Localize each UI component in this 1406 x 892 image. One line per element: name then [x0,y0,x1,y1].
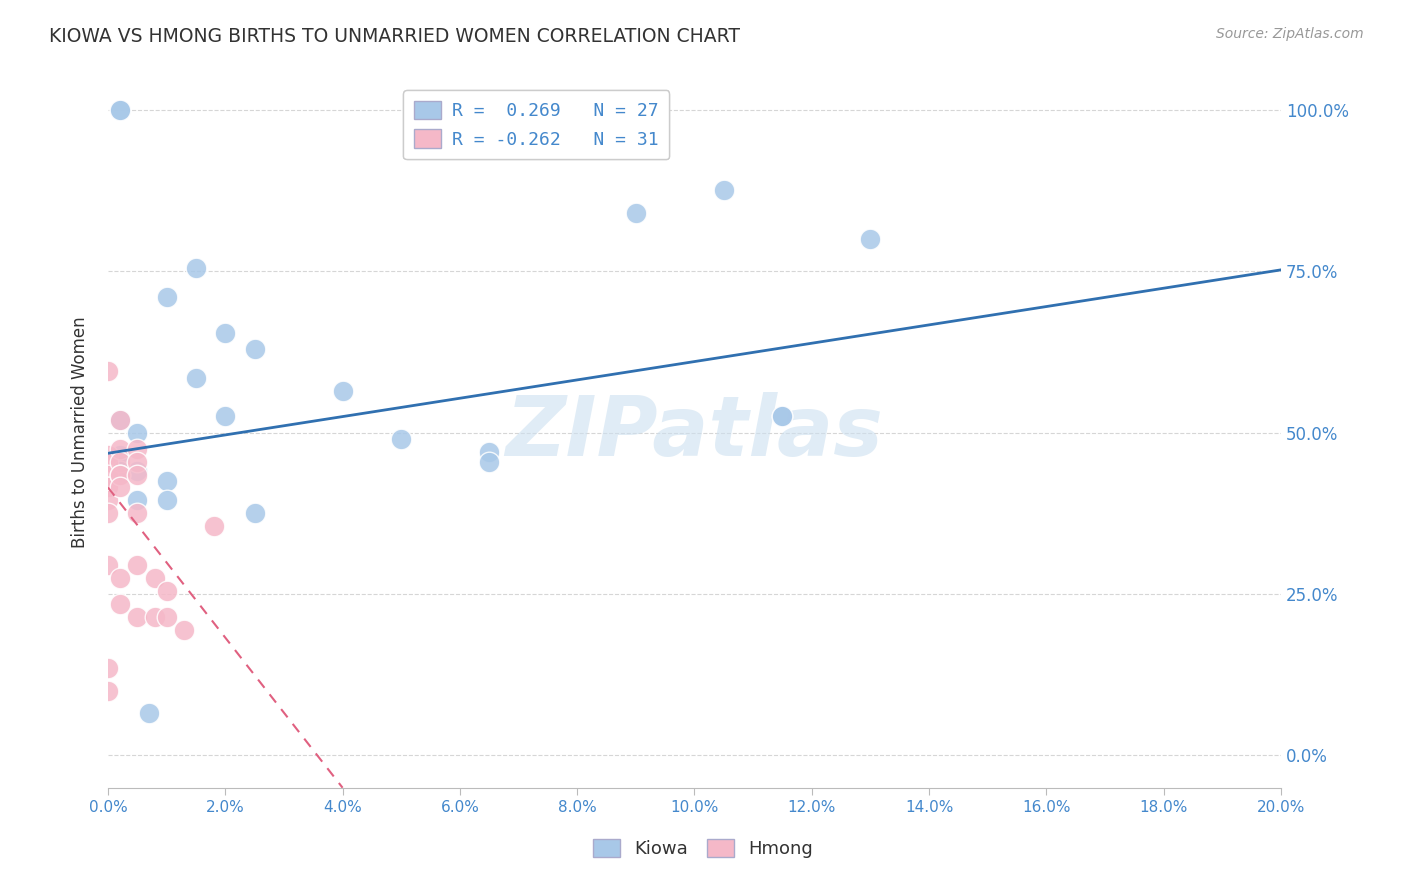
Point [624,206,647,220]
Point [108,412,131,426]
Point [332,384,354,398]
Y-axis label: Births to Unmarried Women: Births to Unmarried Women [72,317,89,549]
Point [108,467,131,482]
Point [97,467,120,482]
Point [97,684,120,698]
Point [127,506,149,520]
Legend: Kiowa, Hmong: Kiowa, Hmong [586,831,820,865]
Point [97,455,120,469]
Point [108,448,131,462]
Point [478,445,501,459]
Point [108,481,131,495]
Point [143,571,166,585]
Point [97,481,120,495]
Point [772,409,794,424]
Point [97,448,120,462]
Point [127,425,149,440]
Text: ZIPatlas: ZIPatlas [506,392,883,473]
Point [108,597,131,611]
Point [214,326,236,340]
Point [143,609,166,624]
Point [108,442,131,456]
Point [108,467,131,482]
Point [108,571,131,585]
Point [214,409,236,424]
Point [97,506,120,520]
Point [859,232,882,246]
Point [138,706,160,721]
Point [202,519,225,533]
Point [156,493,179,508]
Point [127,609,149,624]
Point [127,442,149,456]
Point [97,661,120,675]
Point [156,609,179,624]
Point [127,467,149,482]
Point [127,455,149,469]
Point [243,506,266,520]
Point [156,583,179,598]
Point [108,455,131,469]
Point [173,623,195,637]
Point [127,558,149,572]
Point [97,481,120,495]
Point [713,184,735,198]
Point [108,464,131,478]
Legend: R =  0.269   N = 27, R = -0.262   N = 31: R = 0.269 N = 27, R = -0.262 N = 31 [404,90,669,160]
Point [108,103,131,117]
Point [108,103,131,117]
Text: Source: ZipAtlas.com: Source: ZipAtlas.com [1216,27,1364,41]
Point [108,412,131,426]
Text: KIOWA VS HMONG BIRTHS TO UNMARRIED WOMEN CORRELATION CHART: KIOWA VS HMONG BIRTHS TO UNMARRIED WOMEN… [49,27,740,45]
Point [156,474,179,488]
Point [127,493,149,508]
Point [97,364,120,378]
Point [184,370,207,384]
Point [156,290,179,304]
Point [97,558,120,572]
Point [478,455,501,469]
Point [772,409,794,424]
Point [389,432,412,446]
Point [127,464,149,478]
Point [184,260,207,275]
Point [97,493,120,508]
Point [243,342,266,356]
